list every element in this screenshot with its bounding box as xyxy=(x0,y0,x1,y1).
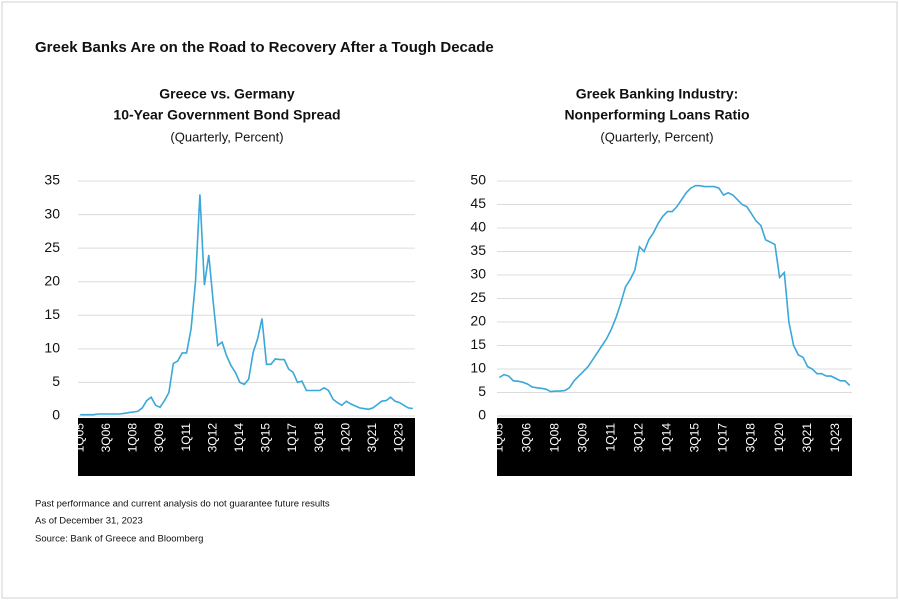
x-tick-label: 3Q12 xyxy=(632,423,646,453)
y-tick-label: 50 xyxy=(470,172,486,188)
y-tick-label: 30 xyxy=(44,205,60,221)
x-tick-label: 3Q15 xyxy=(259,423,273,453)
chart-title: Greece vs. Germany xyxy=(159,86,295,102)
chart-title: Greek Banking Industry: xyxy=(576,86,739,102)
x-tick-label: 1Q11 xyxy=(179,423,193,452)
chart-title: 10-Year Government Bond Spread xyxy=(113,107,340,123)
x-tick-label: 3Q06 xyxy=(520,423,534,453)
x-tick-label: 3Q09 xyxy=(576,423,590,453)
x-tick-label: 1Q20 xyxy=(772,423,786,453)
x-tick-label: 3Q09 xyxy=(152,423,166,453)
y-tick-label: 20 xyxy=(470,313,486,329)
x-tick-label: 1Q08 xyxy=(548,423,562,453)
y-tick-label: 0 xyxy=(478,407,486,423)
x-tick-label: 3Q21 xyxy=(365,423,379,453)
chart-subtitle: (Quarterly, Percent) xyxy=(600,129,713,144)
note: As of December 31, 2023 xyxy=(35,516,143,527)
x-tick-label: 1Q11 xyxy=(604,423,618,452)
y-tick-label: 35 xyxy=(44,172,60,188)
y-tick-label: 5 xyxy=(478,383,486,399)
x-tick-label: 3Q18 xyxy=(312,423,326,453)
data-line xyxy=(498,184,851,393)
x-tick-label: 1Q17 xyxy=(716,423,730,453)
y-tick-label: 40 xyxy=(470,219,486,235)
y-tick-label: 15 xyxy=(44,306,60,322)
y-tick-label: 25 xyxy=(470,289,486,305)
x-tick-label: 1Q23 xyxy=(828,423,842,453)
data-line xyxy=(80,194,413,416)
x-tick-label: 3Q21 xyxy=(800,423,814,453)
y-tick-label: 10 xyxy=(44,340,60,356)
y-tick-label: 10 xyxy=(470,360,486,376)
y-tick-label: 20 xyxy=(44,272,60,288)
note: Past performance and current analysis do… xyxy=(35,499,330,510)
y-tick-label: 30 xyxy=(470,266,486,282)
x-tick-label: 3Q12 xyxy=(205,423,219,453)
y-tick-label: 0 xyxy=(52,407,60,423)
x-axis-band xyxy=(78,418,415,476)
x-tick-label: 1Q05 xyxy=(492,423,506,453)
page-title: Greek Banks Are on the Road to Recovery … xyxy=(35,39,494,56)
x-tick-label: 3Q06 xyxy=(99,423,113,453)
x-tick-label: 3Q18 xyxy=(744,423,758,453)
note: Source: Bank of Greece and Bloomberg xyxy=(35,534,203,545)
y-tick-label: 25 xyxy=(44,239,60,255)
x-tick-label: 3Q15 xyxy=(688,423,702,453)
chart-title: Nonperforming Loans Ratio xyxy=(564,107,749,123)
chart-subtitle: (Quarterly, Percent) xyxy=(170,129,283,144)
x-tick-label: 1Q14 xyxy=(660,423,674,453)
x-tick-label: 1Q14 xyxy=(232,423,246,453)
x-tick-label: 1Q23 xyxy=(392,423,406,453)
y-tick-label: 15 xyxy=(470,336,486,352)
y-tick-label: 45 xyxy=(470,195,486,211)
x-tick-label: 1Q05 xyxy=(72,423,86,453)
x-tick-label: 1Q17 xyxy=(285,423,299,453)
y-tick-label: 35 xyxy=(470,242,486,258)
y-tick-label: 5 xyxy=(52,373,60,389)
x-tick-label: 1Q20 xyxy=(338,423,352,453)
x-axis-band xyxy=(497,418,852,476)
x-tick-label: 1Q08 xyxy=(126,423,140,453)
